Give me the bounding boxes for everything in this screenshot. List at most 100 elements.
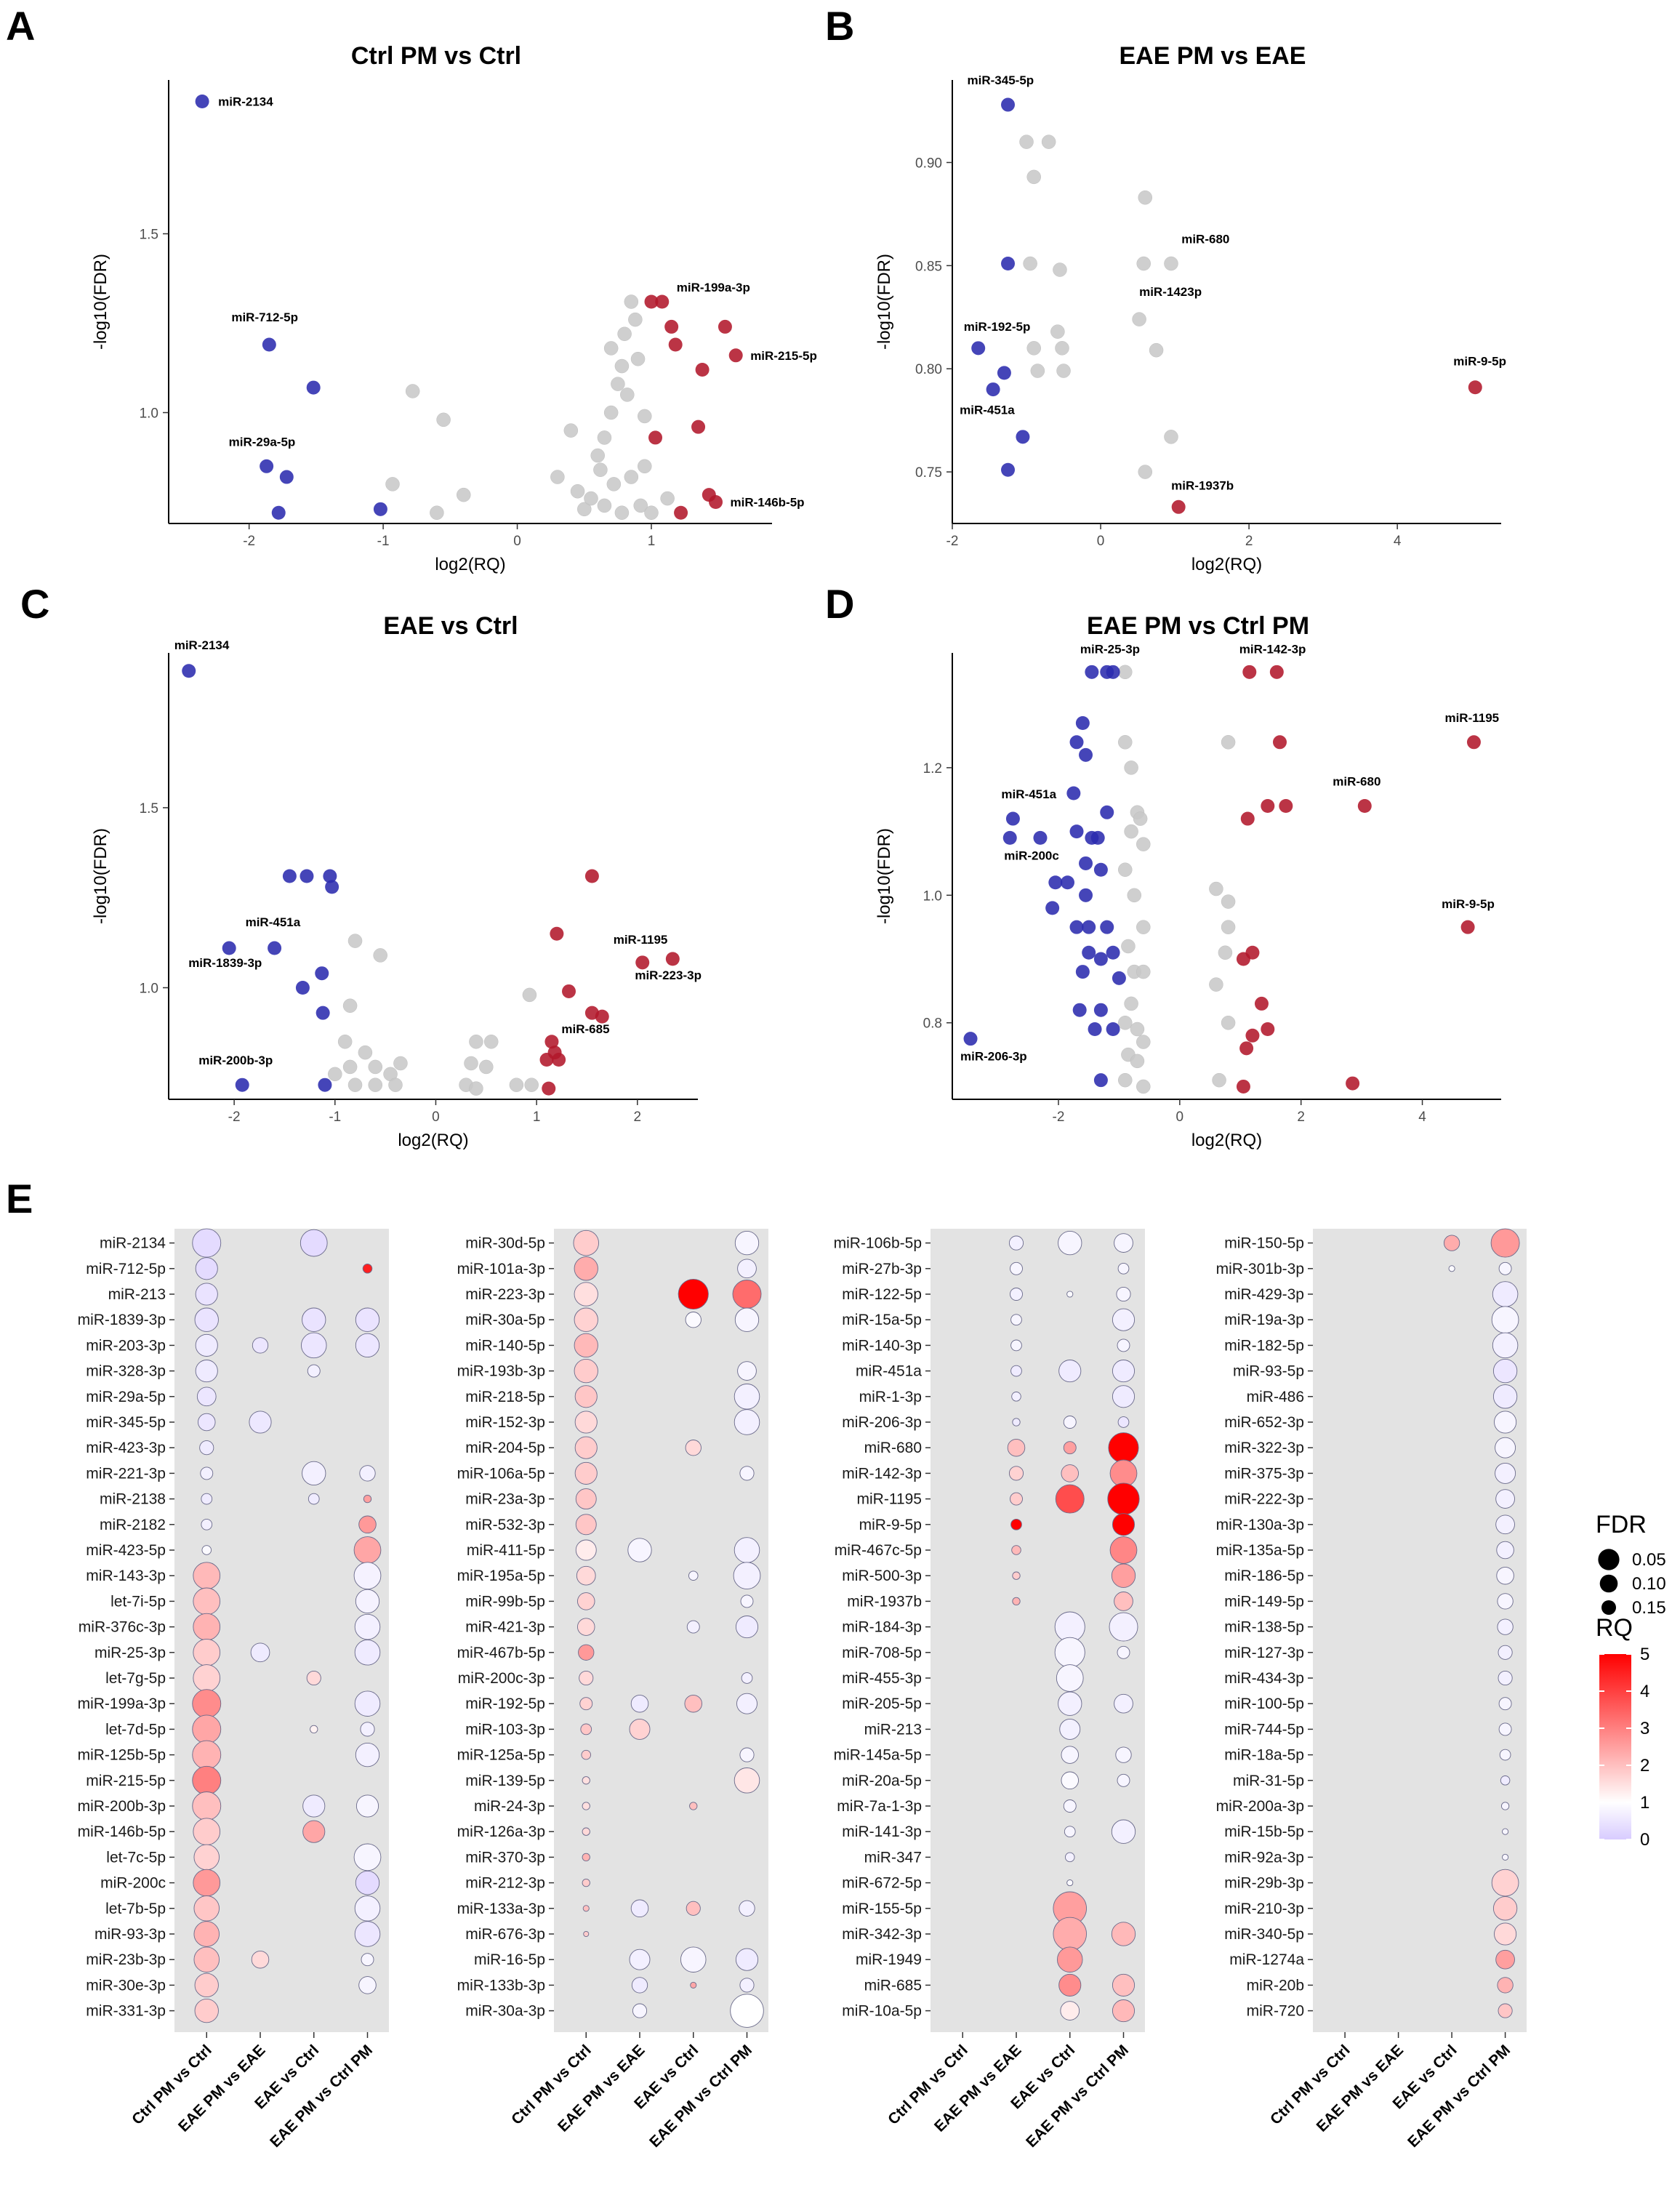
- row-label: miR-122-5p: [842, 1286, 922, 1303]
- data-point-down: [1106, 945, 1120, 960]
- rq-legend-label: 5: [1640, 1645, 1649, 1664]
- data-point-ns: [1136, 920, 1151, 934]
- row-label: miR-200c: [100, 1875, 166, 1892]
- data-point-down: [986, 382, 1000, 397]
- data-point-ns: [1130, 1022, 1145, 1037]
- dot-cell: [1495, 1514, 1515, 1535]
- dot-cell: [1490, 1228, 1520, 1258]
- row-label: miR-145a-5p: [834, 1747, 922, 1764]
- volcano-plot-a: -2 -1 0 1 1.0 1.5 log2(RQ) -log10(FDR) miR-2134 m…: [91, 80, 817, 574]
- x-tick-label: -2: [1053, 1109, 1065, 1125]
- data-point-ns: [1221, 894, 1236, 909]
- point-label: miR-146b-5p: [731, 495, 805, 509]
- dot-cell: [735, 1948, 759, 1971]
- dot-cell: [1010, 1365, 1022, 1377]
- y-tick-label: 0.75: [915, 465, 942, 481]
- row-label: miR-676-3p: [465, 1926, 545, 1943]
- row-label: miR-149-5p: [1224, 1593, 1304, 1610]
- row-label: miR-30e-3p: [86, 1977, 166, 1994]
- row-label: miR-218-5p: [465, 1389, 545, 1405]
- dot-cell: [1064, 1852, 1075, 1863]
- dot-cell: [361, 1953, 374, 1967]
- x-tick-label: 4: [1418, 1109, 1426, 1125]
- y-tick-label: 1.5: [140, 801, 158, 816]
- x-tick-label: 1: [533, 1109, 541, 1125]
- dot-cell: [1500, 1802, 1510, 1810]
- data-point-up: [1254, 996, 1269, 1011]
- data-point-ns: [620, 388, 635, 402]
- dot-cell: [1112, 1308, 1136, 1331]
- data-point-up: [1242, 665, 1257, 679]
- data-point-down: [315, 966, 329, 981]
- data-point-ns: [1056, 364, 1071, 378]
- dot-cell: [575, 1539, 597, 1561]
- dot-cell: [192, 1714, 222, 1744]
- data-point-ns: [563, 423, 579, 438]
- fdr-legend-label: 0.15: [1632, 1598, 1666, 1618]
- row-label: miR-206-3p: [842, 1414, 922, 1431]
- row-label: miR-200c-3p: [458, 1670, 545, 1687]
- dot-cell: [302, 1461, 326, 1486]
- data-point-ns: [373, 948, 387, 963]
- data-point-ns: [1132, 312, 1146, 326]
- data-point-up: [655, 294, 670, 309]
- data-point-ns: [1209, 881, 1223, 896]
- fdr-legend-label: 0.10: [1632, 1574, 1666, 1594]
- dot-cell: [582, 1853, 590, 1862]
- x-tick-label: -1: [329, 1109, 341, 1125]
- dot-cell: [252, 1337, 269, 1354]
- dot-cell: [739, 1978, 755, 1993]
- data-point-ns: [385, 477, 400, 491]
- dot-cell: [1492, 1332, 1519, 1359]
- dot-cell: [310, 1725, 318, 1734]
- data-point-down: [1066, 786, 1081, 800]
- dot-cell: [302, 1307, 326, 1332]
- data-point-down: [306, 380, 321, 395]
- data-point-down: [300, 869, 314, 883]
- row-label: miR-221-3p: [86, 1465, 166, 1482]
- row-label: miR-500-3p: [842, 1568, 922, 1584]
- row-label: miR-429-3p: [1224, 1286, 1304, 1303]
- x-axis-title: log2(RQ): [1191, 1131, 1262, 1150]
- data-point-ns: [638, 459, 652, 474]
- dot-cell: [354, 1895, 381, 1922]
- row-label: miR-1949: [856, 1951, 922, 1968]
- dot-cell: [1010, 1518, 1022, 1530]
- dot-cell: [1010, 1261, 1023, 1275]
- data-point-ns: [1030, 364, 1045, 378]
- row-label: let-7i-5p: [110, 1593, 166, 1610]
- data-point-ns: [1124, 761, 1138, 775]
- dot-cell: [1112, 1385, 1136, 1408]
- dot-cell: [1115, 1746, 1132, 1763]
- dot-cell: [734, 1307, 760, 1332]
- dot-cell: [192, 1765, 222, 1795]
- data-point-down: [1075, 965, 1090, 979]
- volcano-plot-c: -2 -1 0 1 2 1.0 1.5 log2(RQ) -log10(FDR) miR-2134…: [91, 638, 702, 1150]
- dot-cell: [193, 1946, 220, 1973]
- data-point-up: [691, 420, 706, 434]
- data-point-up: [1460, 920, 1475, 934]
- rq-legend-label: 4: [1640, 1682, 1649, 1701]
- data-point-down: [318, 1078, 332, 1092]
- point-label: miR-29a-5p: [229, 435, 296, 449]
- x-tick-label: 2: [1297, 1109, 1305, 1125]
- dot-cell: [1117, 1773, 1130, 1787]
- row-label: miR-328-3p: [86, 1363, 166, 1380]
- dot-cell: [579, 1670, 594, 1686]
- dot-cell: [1448, 1265, 1455, 1272]
- data-point-ns: [1118, 1015, 1133, 1030]
- point-label: miR-685: [561, 1022, 609, 1036]
- row-label: miR-99b-5p: [465, 1593, 545, 1610]
- dot-cell: [1053, 1917, 1087, 1951]
- point-label: miR-199a-3p: [677, 281, 750, 294]
- dot-cell: [1111, 1922, 1136, 1946]
- row-label: miR-375-3p: [1224, 1465, 1304, 1482]
- data-point-up: [674, 505, 688, 520]
- row-label: miR-106a-5p: [457, 1465, 545, 1482]
- dot-cell: [574, 1333, 598, 1358]
- row-label: miR-30a-3p: [465, 2003, 545, 2020]
- row-label: miR-193b-3p: [457, 1363, 545, 1380]
- data-point-ns: [1019, 135, 1034, 149]
- rq-legend-label: 0: [1640, 1830, 1649, 1850]
